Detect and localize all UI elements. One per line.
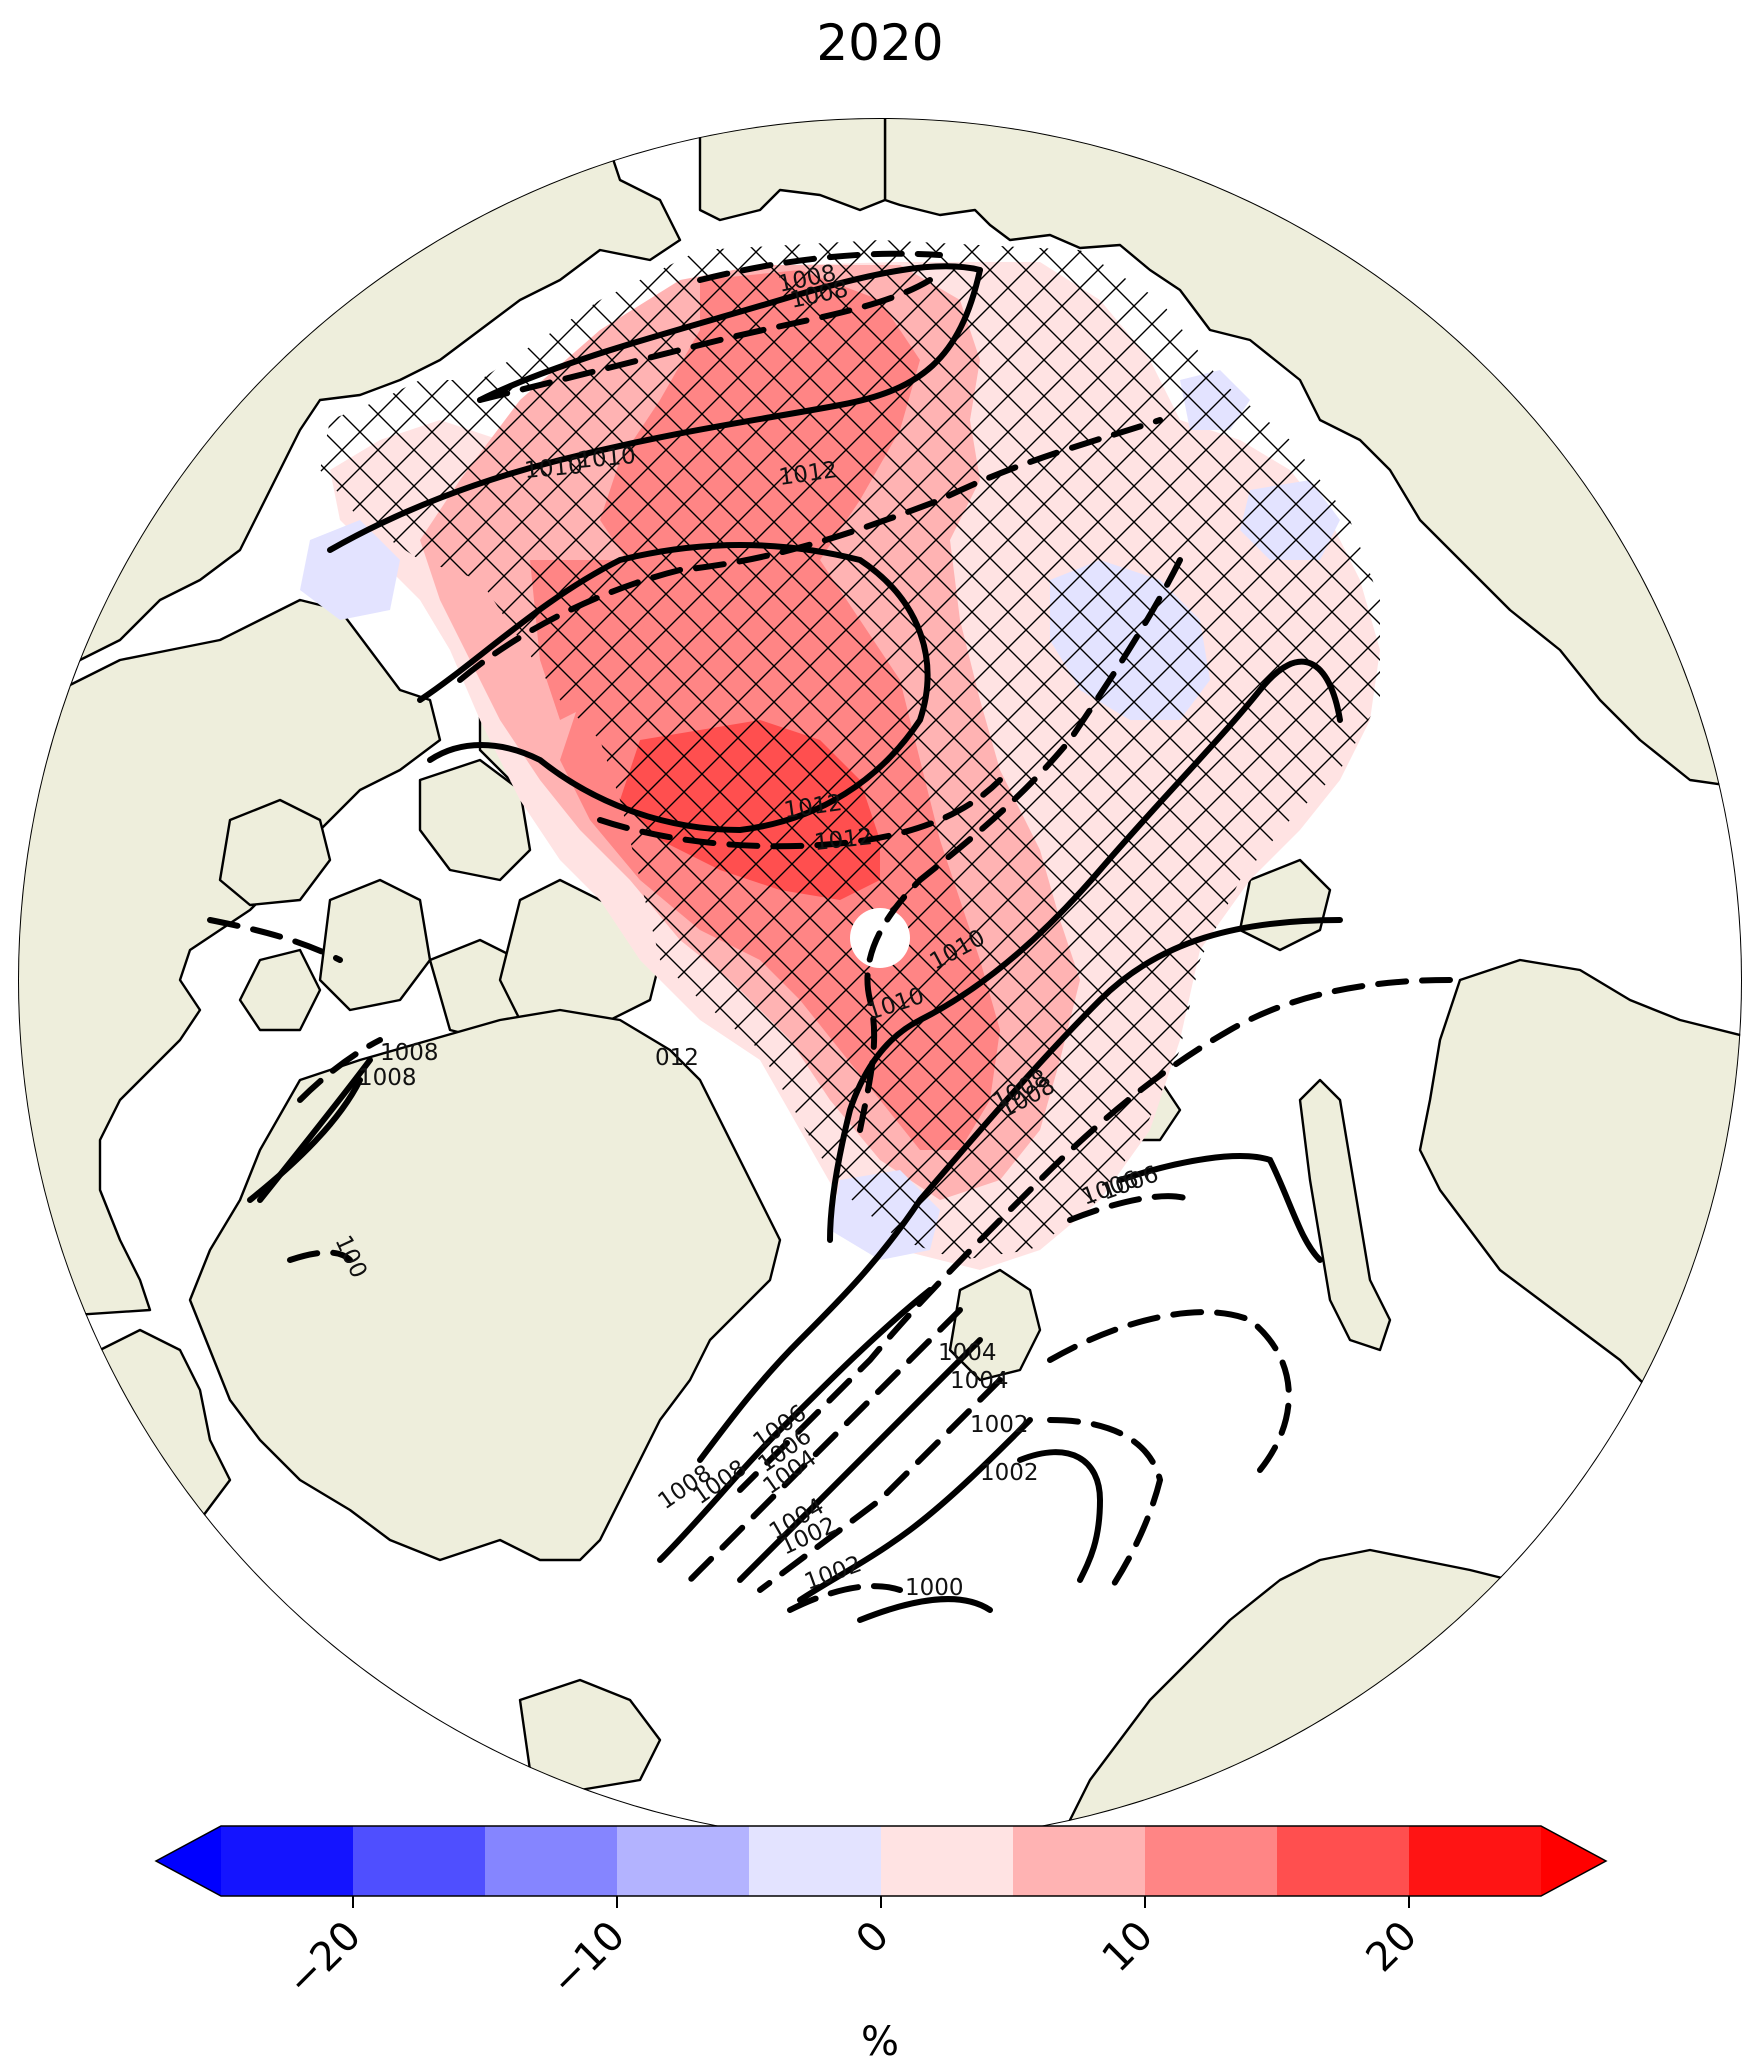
- contour-solid-1010-north: [327, 267, 983, 553]
- contour-solid-baffin: [247, 1077, 363, 1203]
- land-svalbard: [948, 1268, 1042, 1382]
- pressure-contours: [207, 250, 1453, 1623]
- contour-label: 1008: [380, 1040, 439, 1066]
- significance-hatching: [320, 240, 1380, 1260]
- contour-label: 1004: [950, 1368, 1009, 1394]
- land-greenland: [188, 1008, 782, 1562]
- contour-dashed-1012-south: [597, 777, 1003, 850]
- contour-dashed-1002-bottom: [787, 1583, 903, 1613]
- land-canadian-islands-1: [218, 798, 332, 907]
- contour-dashed-baffin-2: [287, 1249, 353, 1263]
- colorbar-extend-over: [1541, 1826, 1606, 1896]
- contour-dashed-1002-inner: [1047, 1417, 1164, 1593]
- contour-dashed-1002-loop: [1047, 1309, 1292, 1473]
- contour-solid-1008-north: [477, 263, 983, 403]
- colorbar-tick-label: −10: [542, 1913, 634, 2005]
- contour-label: 012: [655, 1045, 699, 1071]
- contour-dashed-1006-east: [1067, 1193, 1193, 1223]
- contour-label: 1004: [938, 1340, 997, 1366]
- contour-solid-1006-east: [1117, 1153, 1323, 1263]
- colorbar-bin: [1145, 1826, 1277, 1896]
- colorbar-bin: [881, 1826, 1013, 1896]
- contour-label: 1012: [813, 824, 874, 856]
- colorbar-bin: [617, 1826, 749, 1896]
- contour-dashed-greenland-w: [297, 1037, 383, 1103]
- colorbar: −20 −10 0 10 20: [154, 1825, 1608, 2005]
- colorbar-tick-label: −20: [278, 1913, 370, 2005]
- colorbar-outline: [154, 1825, 1608, 1897]
- contour-dashed-1010-east: [857, 557, 1183, 1133]
- anomaly-blue-3: [300, 520, 400, 620]
- contour-label: 1010: [576, 443, 637, 474]
- contour-solid-1008-east: [697, 917, 1343, 1463]
- colorbar-bin: [1277, 1826, 1409, 1896]
- land-canadian-islands-2: [318, 878, 432, 1012]
- contour-dashed-1010-north: [477, 277, 933, 403]
- contour-solid-1000-south: [797, 1417, 1033, 1603]
- colorbar-bin: [485, 1826, 617, 1896]
- land-canadian-islands-3: [418, 758, 532, 882]
- colorbar-tick-label: 0: [848, 1913, 899, 1964]
- contour-dashed-1002-south: [757, 1377, 1003, 1593]
- contour-dashed-canada: [207, 917, 343, 963]
- polar-map: [18, 118, 1742, 1842]
- contour-dashed-1004-south: [687, 1307, 963, 1583]
- contour-solid-1004-south: [657, 1287, 933, 1563]
- colorbar-bin: [1409, 1826, 1541, 1896]
- colorbar-bin: [221, 1826, 353, 1896]
- contour-label: 1010: [523, 453, 584, 484]
- colorbar-tick-label: 20: [1358, 1913, 1427, 1982]
- colorbar-bin: [1013, 1826, 1145, 1896]
- contour-label: 1002: [970, 1412, 1029, 1438]
- map-title: 2020: [816, 14, 943, 72]
- contour-label: 1000: [905, 1575, 964, 1601]
- contour-solid-1012-west: [417, 542, 931, 834]
- colorbar-unit-label: %: [861, 2019, 899, 2065]
- contour-dashed-1008-east: [737, 977, 1453, 1493]
- contour-solid-1010-east: [827, 658, 1343, 1243]
- land-novaya-zemlya: [1298, 1078, 1392, 1352]
- contour-solid-1000-bottom: [857, 1596, 993, 1623]
- colorbar-bin: [353, 1826, 485, 1896]
- contour-label: 1008: [358, 1065, 417, 1091]
- colorbar-extend-under: [156, 1826, 221, 1896]
- contour-solid-1002-loop: [1017, 1449, 1104, 1583]
- contour-dashed-1008-north: [697, 250, 943, 283]
- land-canadian-islands-4: [238, 948, 322, 1032]
- contour-solid-1002-south: [737, 1337, 983, 1583]
- colorbar-tick-label: 10: [1094, 1913, 1163, 1982]
- colorbar-bin: [749, 1826, 881, 1896]
- contour-dashed-1012-arc: [457, 417, 1163, 683]
- contour-label: 1002: [980, 1460, 1039, 1486]
